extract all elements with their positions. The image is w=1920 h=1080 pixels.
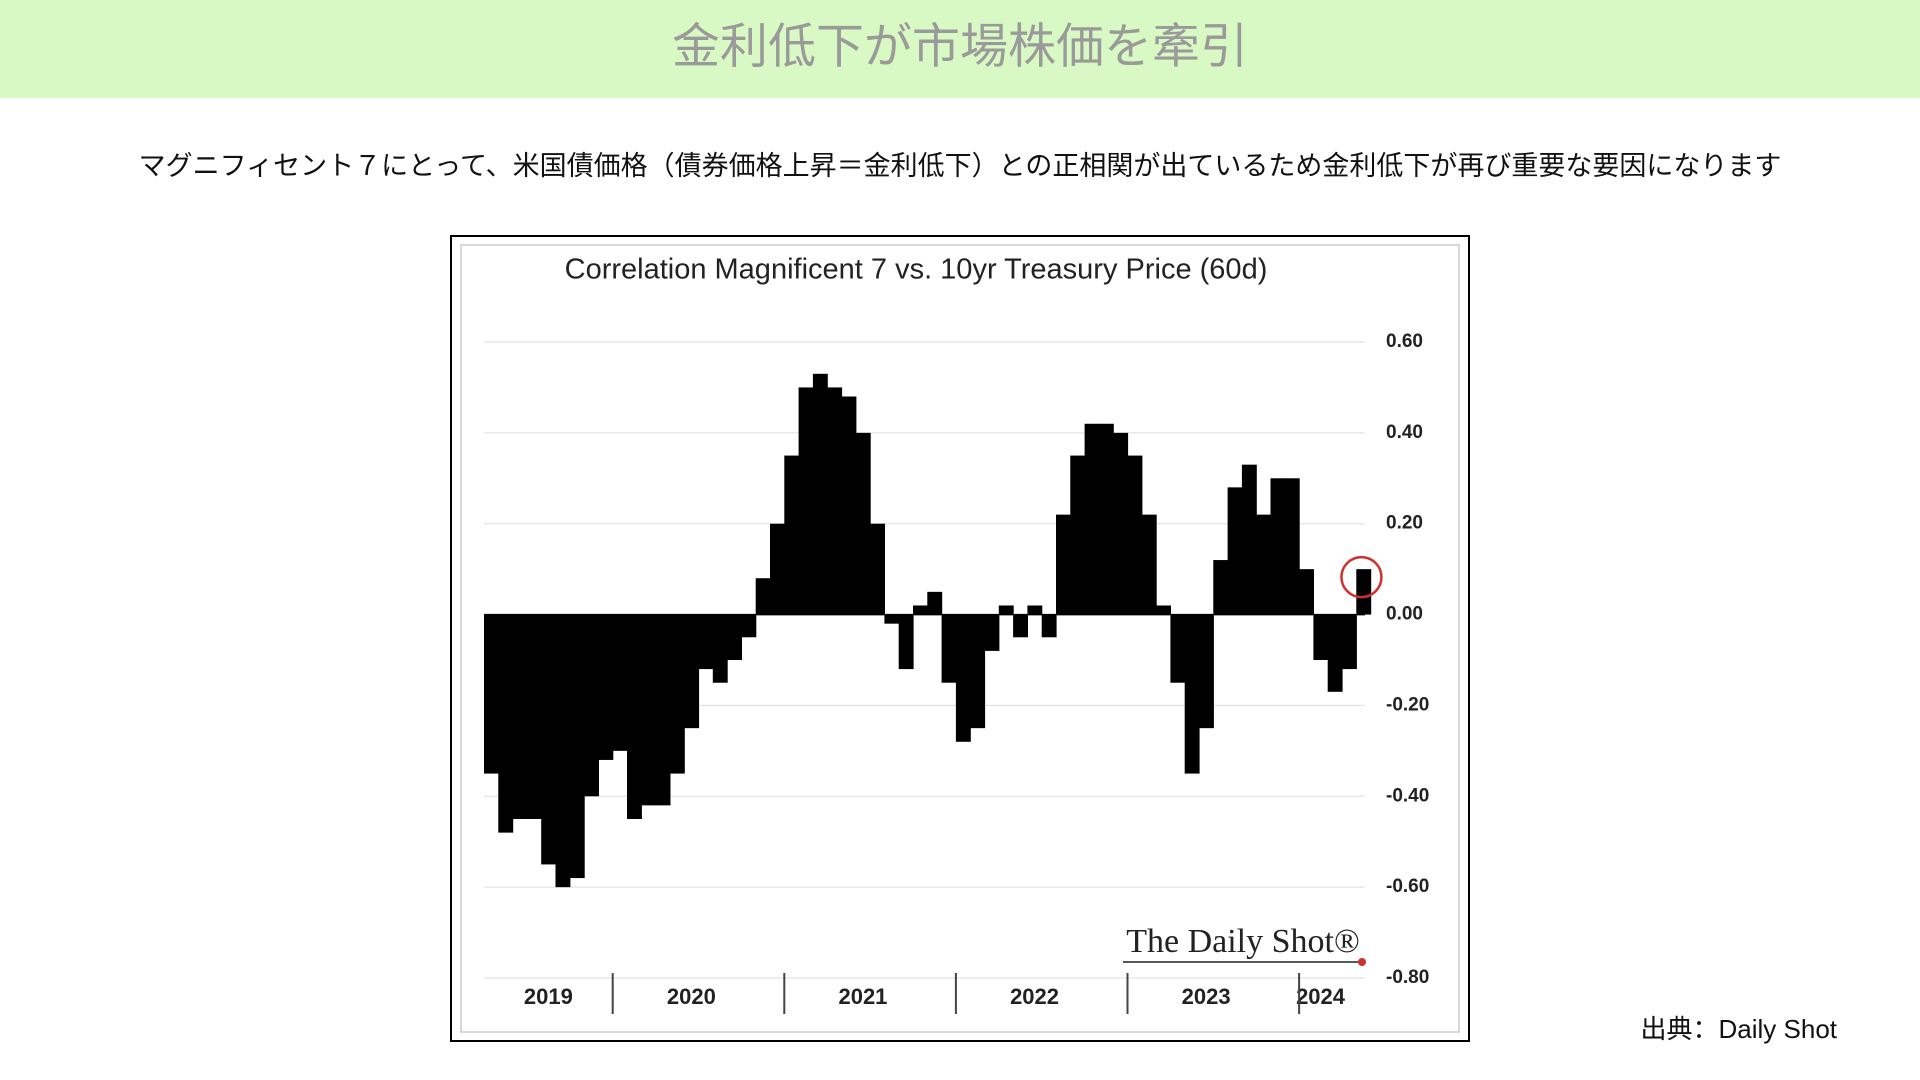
bar [827,387,843,615]
y-tick-label: 0.20 [1386,513,1423,534]
bar [855,432,871,615]
bar [798,387,814,615]
bar [1141,514,1157,615]
bar [1213,560,1229,615]
y-tick-label: 0.60 [1386,331,1423,352]
bar [1342,614,1357,670]
bar [1156,605,1171,615]
bar [612,614,628,751]
y-tick-label: 0.40 [1386,422,1423,443]
bar [1127,455,1143,615]
bar [1284,478,1300,615]
bar [712,614,728,683]
bar [1199,614,1214,729]
watermark-dot [1358,958,1366,966]
bar [1170,614,1186,683]
bar [1313,614,1329,660]
bar [755,578,771,615]
bar [1027,605,1043,615]
x-tick-label: 2024 [1296,984,1346,1009]
bar [541,614,557,865]
x-tick-label: 2023 [1182,984,1231,1009]
bar [1270,478,1286,615]
bar [1256,514,1272,615]
bar [955,614,971,742]
bar [927,591,943,615]
bar [898,614,914,670]
x-tick-label: 2019 [524,984,573,1009]
bar [784,455,800,615]
bar [1227,487,1243,615]
bar [598,614,614,760]
header-title: 金利低下が市場株価を牽引 [672,21,1248,74]
watermark: The Daily Shot® [1126,923,1360,960]
y-tick-label: -0.80 [1386,967,1429,988]
y-tick-label: -0.40 [1386,785,1429,806]
bar [998,605,1014,615]
bar [512,614,528,819]
bar [1356,569,1372,615]
x-tick-label: 2021 [838,984,887,1009]
bar [584,614,599,797]
highlight-circle [1340,555,1383,599]
bar [812,373,828,615]
bar [1056,514,1071,615]
bar [684,614,700,729]
bar [913,605,928,615]
source: 出典：Daily Shot [1641,1014,1838,1044]
bar [970,614,986,729]
subtitle: マグニフィセント７にとって、米国債価格（債券価格上昇＝金利低下）との正相関が出て… [139,151,1782,181]
bar [641,614,657,806]
bar [1098,423,1114,615]
chart-inner-frame [460,244,1460,1033]
y-tick-label: 0.00 [1386,604,1423,625]
bar [627,614,642,819]
bar [569,614,585,879]
bar [669,614,685,774]
bar [1084,423,1100,615]
bar [884,614,900,624]
bar [1113,432,1129,615]
bar [984,614,1000,651]
bar [655,614,671,806]
bar [1013,614,1028,638]
x-tick-label: 2022 [1010,984,1059,1009]
bar [770,523,785,615]
bar [1299,569,1314,615]
bar [1041,614,1057,638]
bar [841,396,857,615]
bar [941,614,957,683]
bar [555,614,571,888]
bar [1184,614,1200,774]
bar [1070,455,1086,615]
y-tick-label: -0.20 [1386,694,1429,715]
x-tick-label: 2020 [667,984,716,1009]
bar [741,614,757,638]
bar [526,614,542,819]
bar [484,614,499,774]
bar [870,523,885,615]
header-band [0,0,1920,98]
bar [498,614,514,833]
bar [1327,614,1343,692]
chart-title: Correlation Magnificent 7 vs. 10yr Treas… [565,254,1268,286]
bar [698,614,714,670]
bar [727,614,742,660]
y-tick-label: -0.60 [1386,876,1429,897]
bar [1241,464,1257,615]
